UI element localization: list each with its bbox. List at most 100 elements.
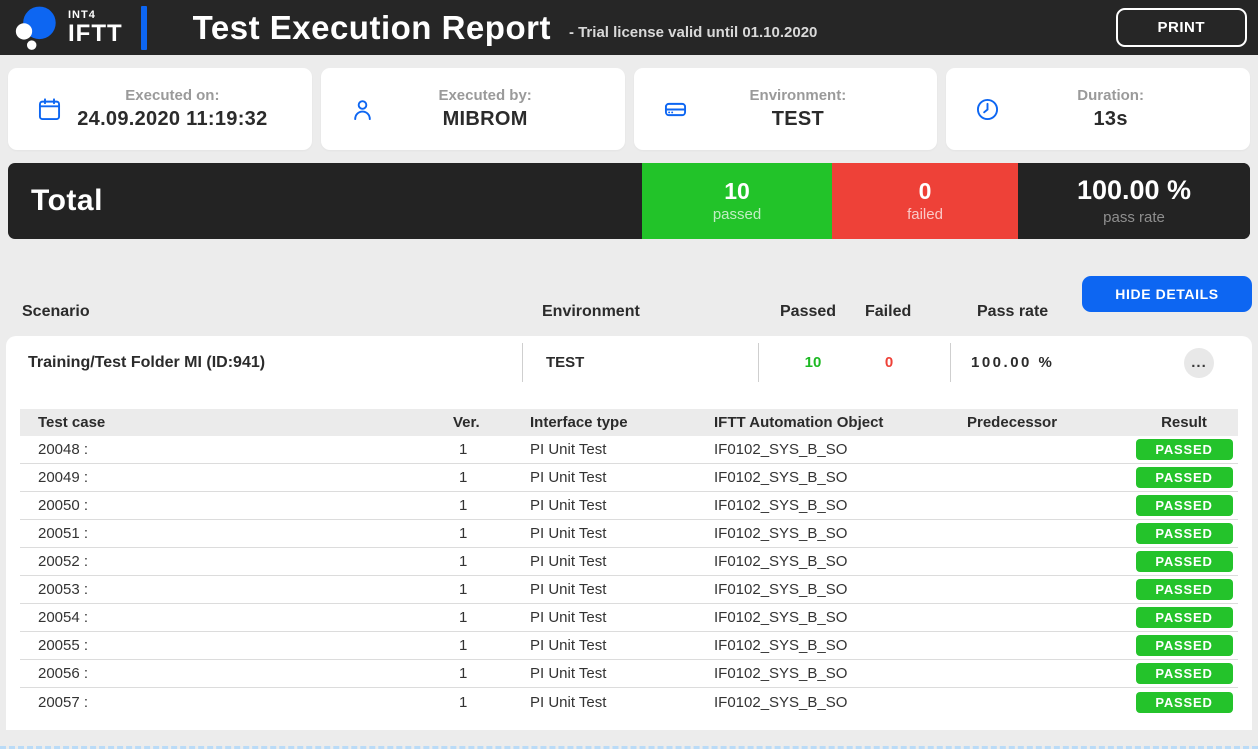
info-cards-row: Executed on: 24.09.2020 11:19:32 Execute… <box>8 68 1250 150</box>
test-case-cell: 20054 : <box>38 609 89 626</box>
result-cell: PASSED <box>1130 663 1238 684</box>
calendar-icon <box>36 96 63 123</box>
status-badge: PASSED <box>1135 607 1233 628</box>
total-failed-segment: 0 failed <box>832 163 1018 239</box>
result-cell: PASSED <box>1130 439 1238 460</box>
logo-mark-icon <box>15 6 56 50</box>
scenario-pass-rate: 100.00 % <box>971 354 1055 371</box>
scenario-column-header: Scenario <box>22 303 90 320</box>
automation-object-cell: IF0102_SYS_B_SO <box>714 441 848 458</box>
license-note: - Trial license valid until 01.10.2020 <box>568 24 818 41</box>
page-title: Test Execution Report <box>192 8 551 46</box>
interface-type-cell: PI Unit Test <box>530 497 607 514</box>
bottom-dotted-edge <box>0 746 1258 749</box>
test-case-cell: 20052 : <box>38 553 89 570</box>
executed-by-card: Executed by: MIBROM <box>320 68 625 150</box>
version-cell: 1 <box>459 665 468 682</box>
passed-column-header: Passed <box>780 303 837 320</box>
interface-type-cell: PI Unit Test <box>530 525 607 542</box>
logo-iftt-label: IFTT <box>68 19 123 47</box>
table-row: 20055 : 1 PI Unit Test IF0102_SYS_B_SO P… <box>20 632 1238 660</box>
executed-on-card: Executed on: 24.09.2020 11:19:32 <box>8 68 312 150</box>
server-icon <box>662 96 689 123</box>
table-row: 20056 : 1 PI Unit Test IF0102_SYS_B_SO P… <box>20 660 1238 688</box>
summary-header: Scenario Environment Passed Failed Pass … <box>0 239 1258 336</box>
scenario-name: Training/Test Folder MI (ID:941) <box>28 354 266 371</box>
total-label-section: Total <box>8 163 642 239</box>
automation-object-cell: IF0102_SYS_B_SO <box>714 581 848 598</box>
test-case-cell: 20050 : <box>38 497 89 514</box>
logo-int4-label: INT4 <box>68 8 96 21</box>
total-pass-rate-segment: 100.00 % pass rate <box>1018 163 1250 239</box>
executed-by-value: MIBROM <box>442 108 528 130</box>
total-pass-rate-value: 100.00 % <box>1076 175 1192 206</box>
scenario-row: Training/Test Folder MI (ID:941) TEST 10… <box>6 336 1252 389</box>
status-badge: PASSED <box>1135 495 1233 516</box>
table-row: 20053 : 1 PI Unit Test IF0102_SYS_B_SO P… <box>20 576 1238 604</box>
failed-column-header: Failed <box>865 303 912 320</box>
table-row: 20051 : 1 PI Unit Test IF0102_SYS_B_SO P… <box>20 520 1238 548</box>
test-table-body: 20048 : 1 PI Unit Test IF0102_SYS_B_SO P… <box>20 436 1238 716</box>
scenario-passed-count: 10 <box>804 354 822 371</box>
automation-object-cell: IF0102_SYS_B_SO <box>714 637 848 654</box>
table-row: 20054 : 1 PI Unit Test IF0102_SYS_B_SO P… <box>20 604 1238 632</box>
automation-object-cell: IF0102_SYS_B_SO <box>714 553 848 570</box>
test-case-cell: 20057 : <box>38 693 89 711</box>
automation-object-cell: IF0102_SYS_B_SO <box>714 525 848 542</box>
status-badge: PASSED <box>1135 579 1233 600</box>
environment-value: TEST <box>771 108 825 130</box>
total-pass-rate-label: pass rate <box>1103 208 1165 226</box>
environment-card: Environment: TEST <box>633 68 938 150</box>
result-cell: PASSED <box>1130 523 1238 544</box>
version-cell: 1 <box>459 581 468 598</box>
executed-on-body: Executed on: 24.09.2020 11:19:32 <box>63 87 312 131</box>
status-badge: PASSED <box>1135 691 1233 713</box>
interface-type-cell: PI Unit Test <box>530 665 607 682</box>
duration-card: Duration: 13s <box>946 68 1250 150</box>
version-cell: 1 <box>459 553 468 570</box>
version-cell: 1 <box>459 497 468 514</box>
result-cell: PASSED <box>1130 551 1238 572</box>
test-case-cell: 20053 : <box>38 581 89 598</box>
version-header: Ver. <box>453 414 480 431</box>
header-divider <box>140 5 147 50</box>
automation-object-cell: IF0102_SYS_B_SO <box>714 693 848 711</box>
interface-type-cell: PI Unit Test <box>530 441 607 458</box>
hide-details-button[interactable]: HIDE DETAILS <box>1082 276 1252 312</box>
executed-by-label: Executed by: <box>438 87 532 104</box>
test-case-cell: 20051 : <box>38 525 89 542</box>
version-cell: 1 <box>459 469 468 486</box>
pass-rate-column-header: Pass rate <box>977 303 1049 320</box>
result-cell: PASSED <box>1130 579 1238 600</box>
predecessor-header: Predecessor <box>967 414 1058 431</box>
version-cell: 1 <box>459 441 468 458</box>
total-passed-value: 10 <box>724 177 750 204</box>
divider <box>950 343 951 382</box>
status-badge: PASSED <box>1135 635 1233 656</box>
duration-value: 13s <box>1093 108 1128 130</box>
print-button[interactable]: PRINT <box>1115 8 1247 47</box>
executed-on-value: 24.09.2020 11:19:32 <box>77 108 268 130</box>
status-badge: PASSED <box>1135 551 1233 572</box>
clock-icon <box>974 96 1001 123</box>
scenario-more-button[interactable]: ... <box>1184 348 1214 378</box>
divider <box>758 343 759 382</box>
environment-body: Environment: TEST <box>689 87 938 131</box>
result-cell: PASSED <box>1130 467 1238 488</box>
result-cell: PASSED <box>1130 691 1238 713</box>
divider <box>522 343 523 382</box>
automation-object-header: IFTT Automation Object <box>714 414 884 431</box>
total-passed-segment: 10 passed <box>642 163 832 239</box>
scenario-environment: TEST <box>546 354 585 371</box>
interface-type-cell: PI Unit Test <box>530 581 607 598</box>
status-badge: PASSED <box>1135 467 1233 488</box>
table-row: 20057 : 1 PI Unit Test IF0102_SYS_B_SO P… <box>20 688 1238 716</box>
duration-label: Duration: <box>1077 87 1144 104</box>
total-failed-value: 0 <box>918 177 932 204</box>
table-row: 20052 : 1 PI Unit Test IF0102_SYS_B_SO P… <box>20 548 1238 576</box>
version-cell: 1 <box>459 693 468 711</box>
total-passed-label: passed <box>712 206 762 224</box>
int4-iftt-logo: INT4 IFTT <box>12 3 123 53</box>
person-icon <box>349 96 376 123</box>
table-row: 20050 : 1 PI Unit Test IF0102_SYS_B_SO P… <box>20 492 1238 520</box>
